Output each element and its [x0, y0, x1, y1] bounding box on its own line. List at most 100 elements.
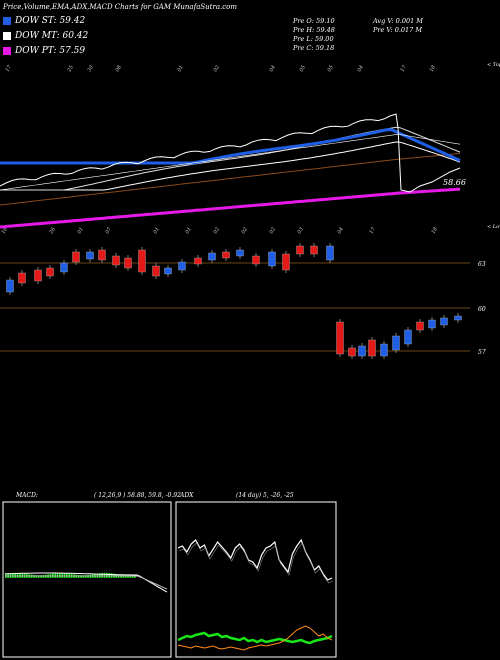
- candle: [310, 245, 318, 255]
- candle: [252, 255, 260, 265]
- legend-text-mt: DOW MT: 60.42: [15, 31, 89, 41]
- candle: [454, 315, 462, 321]
- macd-histogram-bar: [124, 575, 127, 578]
- candle: [440, 317, 448, 326]
- macd-signal-line: [5, 575, 168, 590]
- candle: [428, 319, 436, 329]
- adx-line: [177, 538, 333, 581]
- adx-params-label: (14 day) 5, -26, -25: [236, 492, 294, 499]
- top-date-label: 18: [429, 64, 437, 73]
- candle: [18, 272, 26, 284]
- macd-histogram-bar: [84, 575, 87, 578]
- legend-text-pt: DOW PT: 57.59: [15, 46, 86, 56]
- legend-swatch-mt: [3, 32, 11, 40]
- top-date-label: 08: [115, 64, 123, 73]
- stat-pre-high: Pre H: 59.48: [293, 26, 335, 34]
- candle: [112, 255, 120, 266]
- stat-pre-close: Pre C: 59.18: [293, 44, 335, 52]
- ema-long-line: [0, 152, 461, 206]
- candle: [72, 251, 80, 263]
- legend-swatch-pt: [3, 47, 11, 55]
- bottom-date-label: 18: [431, 226, 439, 235]
- candle: [326, 245, 334, 261]
- top-date-label: 01: [177, 64, 185, 73]
- upper-label: < Tops: [487, 62, 500, 68]
- macd-panel-frame: [2, 501, 172, 658]
- bottom-date-label: 02: [269, 226, 277, 235]
- macd-params-label: ( 12,26,9 ) 58.88, 59.8, -0.92: [94, 492, 181, 499]
- macd-histogram-bar: [108, 572, 110, 578]
- macd-histogram-bar: [12, 572, 14, 578]
- stat-pre-low: Pre L: 59.00: [293, 35, 334, 43]
- candle: [336, 321, 344, 355]
- macd-histogram-bar: [16, 572, 19, 578]
- price-tick-label: 57: [478, 349, 486, 356]
- candle: [194, 257, 202, 265]
- top-date-label: 02: [213, 64, 221, 73]
- bottom-date-label: 01: [77, 226, 85, 235]
- candle: [60, 262, 68, 273]
- stat-avg-volume: Avg V: 0.001 M: [373, 17, 423, 25]
- dow-pt-line: [0, 187, 461, 229]
- stat-pre-open: Pre O: 59.10: [293, 17, 335, 25]
- top-date-label: 25: [66, 64, 75, 73]
- candle: [152, 265, 160, 277]
- legend-dow-st: DOW ST: 59.42: [3, 15, 85, 27]
- candle: [268, 251, 276, 267]
- macd-histogram-bar: [40, 575, 42, 578]
- candle: [124, 257, 132, 269]
- macd-line: [4, 572, 168, 593]
- top-date-label: 17: [5, 64, 14, 73]
- legend-swatch-st: [3, 17, 11, 25]
- plus-di-line: [177, 631, 333, 645]
- minus-di-line: [177, 625, 333, 651]
- bottom-date-label: 01: [185, 226, 193, 235]
- dotted-ema-line: [0, 134, 461, 191]
- last-price-label: 58.66: [443, 178, 466, 187]
- macd-label: MACD:: [15, 492, 38, 499]
- candle: [296, 245, 304, 255]
- bottom-date-label: 02: [241, 226, 249, 235]
- macd-histogram-bar: [82, 575, 85, 578]
- candle: [46, 267, 54, 277]
- lower-label: < Lows: [487, 224, 500, 230]
- candle: [138, 249, 146, 273]
- candle: [178, 261, 186, 271]
- macd-histogram-bar: [101, 572, 103, 578]
- candle: [348, 347, 356, 357]
- top-date-label: 05: [327, 64, 335, 73]
- legend-dow-pt: DOW PT: 57.59: [3, 45, 85, 57]
- candle: [358, 345, 366, 357]
- top-date-label: 30: [87, 64, 96, 73]
- stat-pre-volume: Pre V: 0.017 M: [373, 26, 423, 34]
- bottom-date-label: 26: [48, 226, 57, 236]
- macd-histogram-bar: [61, 572, 63, 578]
- candle: [208, 252, 216, 261]
- macd-histogram-bar: [103, 572, 106, 578]
- bottom-date-label: 18: [1, 226, 9, 235]
- bottom-date-label: 03: [297, 226, 305, 235]
- candle: [368, 339, 376, 357]
- chart-title: Price,Volume,EMA,ADX,MACD Charts for GAM…: [3, 3, 237, 11]
- legend-dow-mt: DOW MT: 60.42: [3, 30, 88, 42]
- candle: [282, 253, 290, 271]
- candle: [222, 251, 230, 259]
- top-date-label: 17: [400, 64, 409, 73]
- bottom-date-label: 17: [369, 226, 378, 235]
- adx-panel-frame: [175, 501, 337, 658]
- macd-histogram-bar: [80, 575, 82, 578]
- candle: [236, 249, 244, 257]
- macd-histogram-bar: [63, 572, 66, 578]
- price-tick-label: 63: [478, 261, 486, 268]
- macd-histogram-bar: [56, 572, 59, 578]
- top-date-label: 04: [357, 64, 365, 73]
- price-tick-label: 60: [478, 306, 486, 313]
- macd-histogram-bar: [35, 575, 38, 578]
- candle: [380, 343, 388, 357]
- bottom-date-label: 01: [153, 226, 161, 235]
- bottom-date-label: 02: [213, 226, 221, 235]
- bottom-date-label: 04: [337, 226, 345, 235]
- macd-histogram-bar: [37, 575, 40, 578]
- candle: [6, 279, 14, 293]
